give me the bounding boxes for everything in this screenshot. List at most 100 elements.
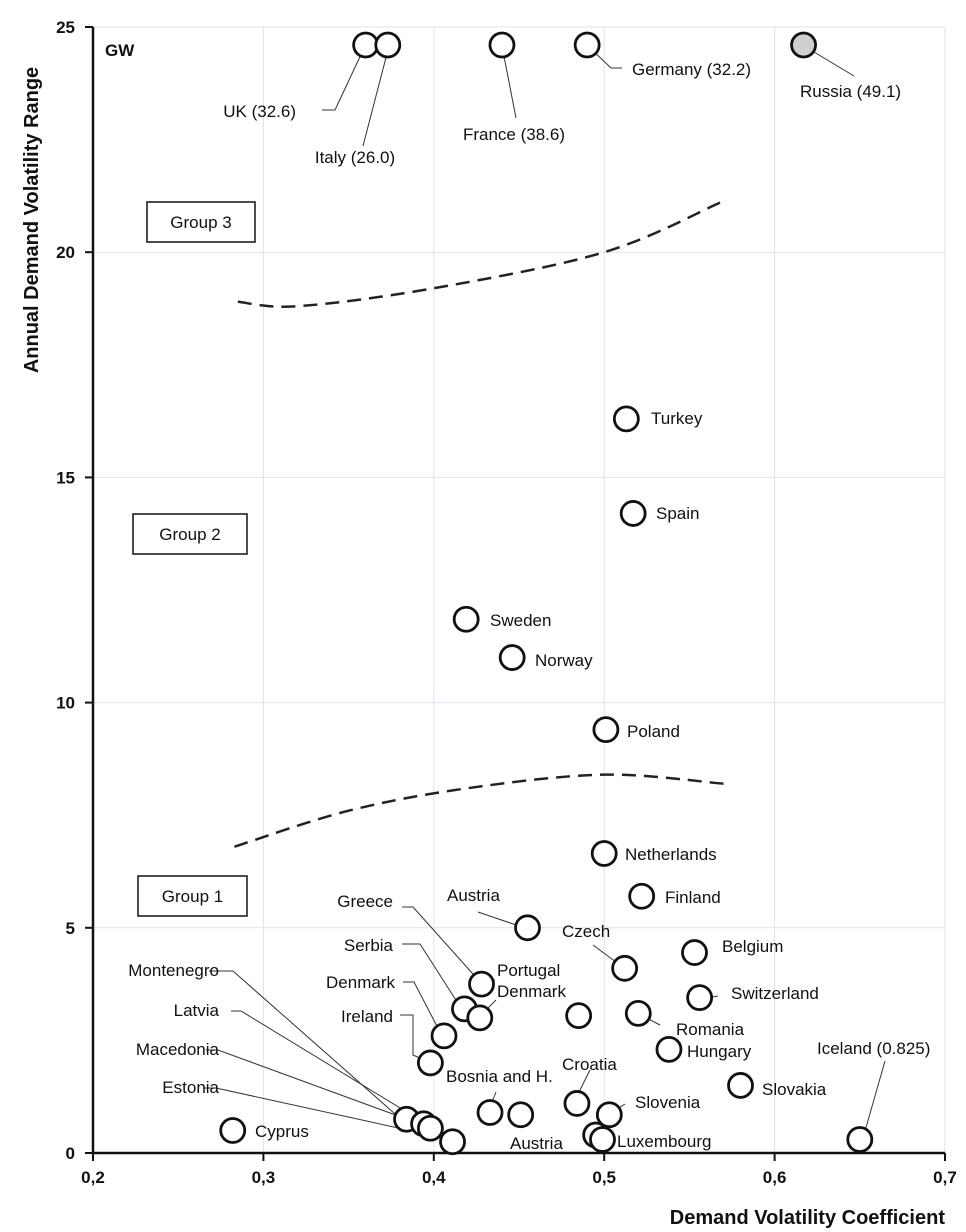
y-tick-label: 0 xyxy=(66,1144,75,1163)
data-point xyxy=(219,1117,247,1144)
data-point xyxy=(416,1049,444,1077)
leader-line xyxy=(204,1087,454,1141)
data-point xyxy=(611,954,639,982)
unit-label: GW xyxy=(105,41,135,60)
x-tick-label: 0,6 xyxy=(763,1168,787,1187)
data-point xyxy=(727,1072,754,1099)
data-point xyxy=(655,1036,683,1063)
point-label: UK (32.6) xyxy=(223,102,296,121)
boundary-curve-upper xyxy=(237,201,721,308)
point-label: Serbia xyxy=(344,936,394,955)
data-point xyxy=(430,1022,458,1050)
group-label: Group 2 xyxy=(159,525,220,544)
x-tick-label: 0,3 xyxy=(252,1168,276,1187)
point-label: Turkey xyxy=(651,409,703,428)
x-tick-label: 0,2 xyxy=(81,1168,105,1187)
data-point xyxy=(628,882,656,910)
point-label: Poland xyxy=(627,722,680,741)
data-point xyxy=(476,1099,504,1126)
leader-line xyxy=(862,1060,886,1139)
data-point xyxy=(498,644,526,671)
data-point xyxy=(563,1090,591,1117)
point-label: Luxembourg xyxy=(617,1132,712,1151)
group-box xyxy=(146,201,256,243)
data-point xyxy=(686,984,714,1012)
point-label: Bosnia and H. xyxy=(446,1067,553,1086)
point-label: Norway xyxy=(535,651,593,670)
point-label: Switzerland xyxy=(731,984,819,1003)
point-label: Iceland (0.825) xyxy=(817,1039,930,1058)
y-tick-label: 20 xyxy=(56,243,75,262)
data-point xyxy=(590,840,618,867)
point-label: Croatia xyxy=(562,1055,617,1074)
point-label: Estonia xyxy=(162,1078,219,1097)
y-tick-label: 25 xyxy=(56,18,75,37)
point-label: Spain xyxy=(656,504,699,523)
tick-labels: 0,2 0,3 0,4 0,5 0,6 0,7 0 5 10 15 20 25 xyxy=(56,18,957,1187)
data-point xyxy=(589,1126,616,1153)
y-tick-label: 5 xyxy=(66,919,75,938)
data-point xyxy=(439,1128,466,1156)
data-point xyxy=(612,405,640,433)
data-point xyxy=(681,939,708,966)
leader-line xyxy=(402,943,462,1009)
boundary-curve-lower xyxy=(234,773,724,848)
point-label: Greece xyxy=(337,892,393,911)
point-label: Portugal xyxy=(497,961,560,980)
data-point xyxy=(352,31,380,59)
point-label: Netherlands xyxy=(625,845,717,864)
point-label: Germany (32.2) xyxy=(632,60,751,79)
x-axis-title: Demand Volatility Coefficient xyxy=(670,1207,946,1229)
data-point xyxy=(488,31,516,59)
y-tick-label: 10 xyxy=(56,694,75,713)
group-boundaries xyxy=(234,201,724,848)
leader-line xyxy=(206,1049,432,1129)
leader-line xyxy=(209,970,404,1122)
data-point xyxy=(619,500,647,527)
point-label: Austria xyxy=(447,886,500,905)
y-tick-label: 15 xyxy=(56,468,75,487)
data-point xyxy=(507,1101,535,1129)
leader-line xyxy=(402,906,482,984)
x-tick-label: 0,5 xyxy=(592,1168,616,1187)
data-point xyxy=(374,31,402,59)
data-points xyxy=(219,31,874,1156)
point-label: Hungary xyxy=(687,1042,752,1061)
point-label: Slovakia xyxy=(762,1080,827,1099)
point-label: Czech xyxy=(562,922,610,941)
point-label: Denmark xyxy=(326,973,395,992)
group-box xyxy=(137,875,248,917)
point-label: Romania xyxy=(676,1020,745,1039)
point-label: Belgium xyxy=(722,937,783,956)
point-label: Ireland xyxy=(341,1007,393,1026)
group-boxes: Group 1 Group 2 Group 3 xyxy=(132,201,256,917)
data-point xyxy=(416,1114,444,1142)
y-axis-title: Annual Demand Volatility Range xyxy=(21,67,43,373)
data-point xyxy=(790,31,817,59)
point-label: Montenegro xyxy=(128,961,219,980)
point-label: Denmark xyxy=(497,982,566,1001)
data-point xyxy=(452,605,480,633)
data-point xyxy=(595,1101,623,1129)
point-label: Italy (26.0) xyxy=(315,148,395,167)
point-label: Slovenia xyxy=(635,1093,701,1112)
point-label: Sweden xyxy=(490,611,551,630)
group-box xyxy=(132,513,248,555)
point-label: Macedonia xyxy=(136,1040,220,1059)
data-point xyxy=(624,999,652,1027)
data-point xyxy=(514,914,541,942)
point-label: Cyprus xyxy=(255,1122,309,1141)
data-point xyxy=(468,970,495,998)
group-label: Group 1 xyxy=(162,887,223,906)
leader-line xyxy=(362,45,390,147)
point-labels: UK (32.6) Italy (26.0) France (38.6) German… xyxy=(128,60,930,1153)
leader-line xyxy=(231,1010,429,1126)
point-label: Finland xyxy=(665,888,721,907)
data-point xyxy=(573,31,601,59)
point-label: Austria xyxy=(510,1134,563,1153)
axes xyxy=(85,26,946,1161)
x-tick-label: 0,4 xyxy=(422,1168,446,1187)
data-point xyxy=(592,716,620,744)
point-label: Latvia xyxy=(174,1001,220,1020)
